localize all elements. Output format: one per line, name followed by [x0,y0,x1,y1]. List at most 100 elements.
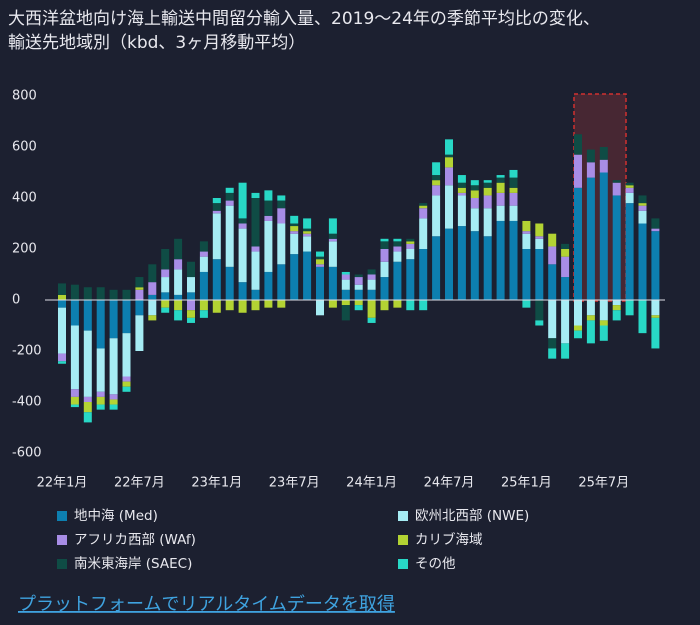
bar-segment [122,300,131,334]
bar-segment [638,205,647,211]
bar-segment [341,274,350,280]
bar-segment [432,180,441,186]
bar-segment [651,315,660,318]
bar-segment [574,134,582,155]
bar-segment [212,203,221,211]
bar-segment [509,177,518,188]
chart-subtitle: 輸送先地域別（kbd、3ヶ月移動平均） [8,33,305,53]
bar-segment [122,289,131,300]
bar-segment [96,391,105,397]
x-tick-label: 24年1月 [346,476,397,491]
bar-segment [574,187,582,300]
legend-label: その他 [415,556,456,572]
bar-segment [574,330,582,339]
bar-segment [367,300,376,318]
bar-segment [161,307,170,313]
bar-segment [58,283,66,295]
bar-segment [457,195,466,227]
bar-segment [109,338,118,395]
bar-segment [354,284,363,290]
bar-segment [367,279,376,290]
bar-segment [522,231,531,234]
bar-segment [96,348,105,392]
bar-segment [161,249,170,270]
bar-segment [303,218,312,229]
bar-segment [445,167,453,186]
bar-segment [264,300,273,308]
bar-segment [251,300,260,311]
bar-segment [135,287,144,290]
bar-segment [251,251,260,290]
bar-segment [561,256,570,278]
bar-segment [174,238,183,260]
legend-swatch [57,559,67,569]
bar-segment [161,277,170,293]
bar-segment [277,195,286,201]
bar-segment [354,274,363,278]
bar-segment [509,205,518,221]
bar-segment [225,205,234,267]
bar-segment [225,200,234,206]
bar-segment [625,300,634,316]
bar-segment [612,195,621,300]
bar-segment [406,238,415,242]
bar-segment [83,300,92,331]
bar-segment [625,185,634,188]
bar-segment [393,241,402,247]
bar-segment [561,243,570,249]
bar-segment [277,223,286,265]
bar-segment [599,147,608,160]
bar-segment [290,223,299,227]
bar-segment [380,238,389,242]
bar-segment [599,172,608,300]
bar-segment [251,246,260,252]
bar-segment [174,310,183,321]
bar-segment [251,289,260,300]
bar-segment [174,269,183,295]
bar-segment [432,236,441,300]
bar-segment [290,254,299,300]
bar-segment [96,404,105,410]
bar-segment [586,162,595,178]
bar-segment [651,228,660,232]
bar-segment [96,287,105,300]
bar-segment [625,192,634,204]
bar-segment [419,208,428,219]
bar-segment [212,198,221,204]
bar-segment [470,185,479,191]
bar-segment [470,190,479,198]
bar-segment [612,310,621,321]
bar-segment [445,154,453,158]
bar-segment [174,294,183,300]
bar-segment [264,215,273,221]
bar-segment [225,300,234,311]
bar-segment [406,249,415,260]
link[interactable]: プラットフォームでリアルタイムデータを取得 [18,594,395,615]
bar-segment [522,300,531,308]
bar-segment [419,249,428,300]
bar-segment [535,238,544,249]
bar-segment [212,300,221,313]
bar-segment [290,233,299,255]
bar-segment [419,300,428,311]
bar-segment [432,162,441,176]
bar-segment [457,192,466,196]
bar-segment [290,226,299,232]
bar-segment [199,310,208,318]
bar-segment [432,175,441,181]
legend-label: 地中海 (Med) [74,508,158,524]
bar-segment [238,228,247,283]
bar-segment [174,259,183,270]
bar-segment [96,396,105,405]
x-tick-label: 25年1月 [501,476,552,491]
bar-segment [457,187,466,193]
bar-segment [161,269,170,278]
bar-segment [470,208,479,232]
x-tick-label: 22年7月 [114,476,165,491]
bar-segment [58,294,66,300]
bar-segment [148,264,157,283]
bar-segment [599,320,608,326]
bar-segment [264,200,273,216]
